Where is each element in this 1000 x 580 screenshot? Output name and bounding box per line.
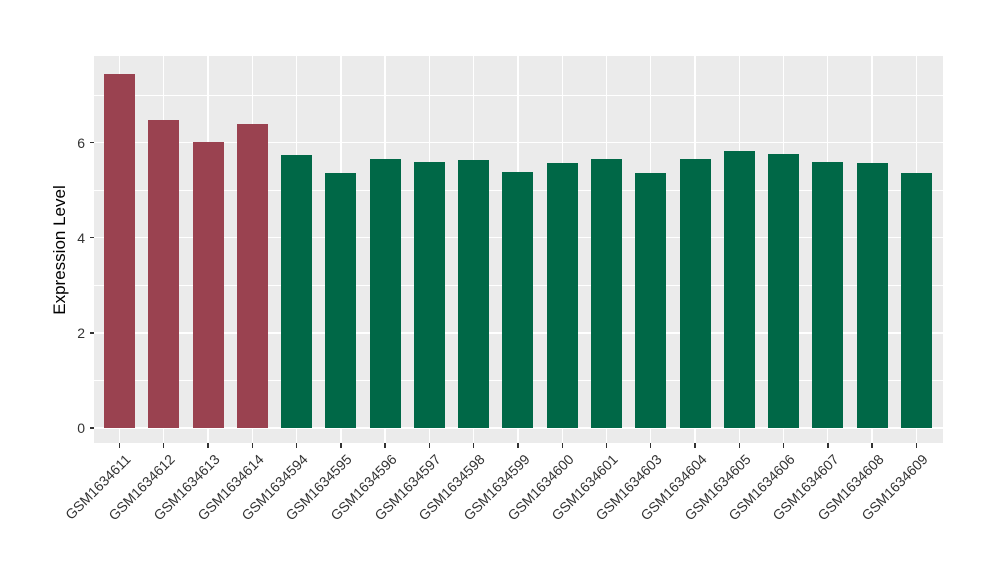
y-tick-label: 4	[77, 229, 85, 246]
bar-GSM1634607	[812, 162, 844, 428]
x-axis-tick	[871, 443, 873, 448]
x-axis-tick	[605, 443, 608, 448]
bar-GSM1634609	[900, 172, 932, 428]
x-axis-tick	[694, 443, 696, 448]
x-axis-tick	[295, 443, 298, 448]
x-axis-tick	[340, 443, 342, 448]
bar-GSM1634613	[192, 141, 224, 428]
plot-panel	[94, 56, 943, 443]
bar-GSM1634601	[590, 158, 622, 428]
x-axis-tick	[738, 443, 740, 448]
x-axis-tick	[561, 443, 563, 448]
y-tick-label: 0	[77, 420, 85, 436]
y-axis-tick	[89, 142, 94, 144]
x-axis-tick	[384, 443, 386, 448]
y-tick-label: 2	[77, 324, 85, 341]
x-axis-tick	[118, 443, 121, 448]
bar-GSM1634595	[325, 173, 357, 428]
bar-GSM1634614	[236, 124, 268, 428]
bar-GSM1634600	[546, 162, 578, 428]
bar-GSM1634612	[148, 119, 180, 428]
bar-GSM1634598	[458, 159, 490, 428]
x-axis-tick	[782, 443, 785, 448]
x-axis-tick	[207, 443, 209, 448]
y-axis-tick	[89, 332, 94, 334]
bar-GSM1634611	[104, 74, 135, 428]
y-axis-tick	[89, 427, 94, 429]
x-axis-tick	[163, 443, 165, 448]
x-axis-tick	[650, 443, 652, 448]
x-axis-tick	[472, 443, 475, 448]
y-tick-label: 6	[77, 134, 85, 151]
bar-GSM1634597	[413, 162, 445, 428]
bar-GSM1634608	[856, 162, 888, 428]
bar-GSM1634605	[723, 150, 755, 428]
bar-GSM1634603	[635, 172, 667, 428]
y-axis-tick	[89, 237, 94, 239]
bar-GSM1634606	[768, 154, 800, 428]
x-axis-tick	[915, 443, 918, 448]
bar-GSM1634599	[502, 172, 534, 428]
bar-GSM1634594	[281, 154, 313, 428]
bar-GSM1634604	[679, 158, 711, 428]
x-axis-tick	[517, 443, 519, 448]
x-axis-tick	[827, 443, 829, 448]
x-axis-tick	[251, 443, 253, 448]
x-axis-tick	[428, 443, 431, 448]
y-axis-title: Expression Level	[50, 185, 69, 315]
bar-GSM1634596	[369, 158, 401, 428]
